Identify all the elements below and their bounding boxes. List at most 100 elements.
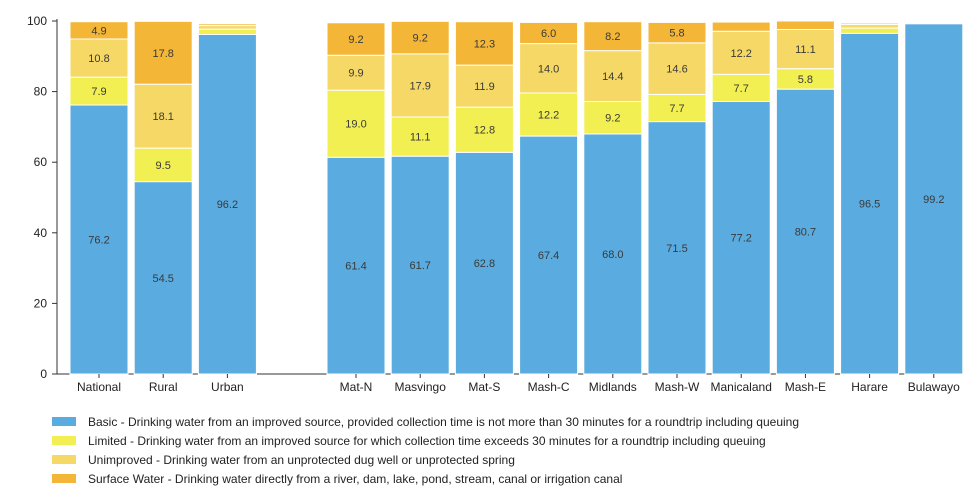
bar-value-label: 12.2 [730, 48, 751, 60]
bar-value-label: 11.9 [474, 81, 495, 93]
legend: Basic - Drinking water from an improved … [52, 412, 952, 488]
bar-segment-2 [69, 76, 129, 106]
bar-value-label: 9.2 [413, 33, 428, 45]
bar-value-label: 5.8 [798, 74, 813, 86]
bar-segment-1 [583, 133, 643, 375]
legend-item: Basic - Drinking water from an improved … [52, 412, 952, 431]
bar-segment-3 [390, 53, 450, 118]
bar-value-label: 96.2 [217, 199, 238, 211]
x-tick-label: Rural [149, 380, 178, 394]
x-tick-label: Bulawayo [908, 380, 960, 394]
bar-segment-2 [840, 27, 900, 34]
bar-segment-1 [454, 151, 514, 375]
bar-segment-1 [904, 23, 964, 375]
bar-value-label: 14.0 [538, 63, 559, 75]
bar-value-label: 96.5 [859, 199, 880, 211]
bar-segment-4 [454, 21, 514, 66]
bar-segment-3 [454, 64, 514, 108]
bar-segment-1 [390, 155, 450, 375]
x-tick-label: Mash-W [655, 380, 700, 394]
x-tick-label: Urban [211, 380, 244, 394]
x-tick-label: Mash-E [785, 380, 826, 394]
bar-segment-1 [197, 33, 257, 375]
bar-value-label: 7.9 [91, 86, 106, 98]
bar-value-label: 61.4 [345, 261, 366, 273]
bar-value-label: 7.7 [734, 83, 749, 95]
legend-swatch [52, 417, 76, 426]
bar-value-label: 18.1 [152, 111, 173, 123]
y-tick-label: 80 [34, 85, 48, 99]
bar-value-label: 9.2 [348, 34, 363, 46]
bar-segment-4 [133, 20, 193, 85]
bar-value-label: 14.6 [666, 64, 687, 76]
bar-value-label: 71.5 [666, 243, 687, 255]
bar-value-label: 99.2 [923, 194, 944, 206]
bar-segment-1 [711, 100, 771, 375]
x-tick-label: Manicaland [711, 380, 772, 394]
bar-segment-4 [326, 22, 386, 56]
bar-value-label: 5.8 [669, 28, 684, 40]
bar-value-label: 77.2 [730, 233, 751, 245]
legend-item: Surface Water - Drinking water directly … [52, 469, 952, 488]
bar-value-label: 12.3 [474, 38, 495, 50]
bar-value-label: 19.0 [345, 119, 366, 131]
bar-segment-3 [326, 54, 386, 91]
bar-value-label: 11.1 [795, 44, 816, 56]
bar-segment-3 [519, 43, 579, 94]
bar-segment-4 [840, 22, 900, 26]
bar-value-label: 9.9 [348, 68, 363, 80]
legend-swatch [52, 436, 76, 445]
legend-label: Surface Water - Drinking water directly … [88, 471, 623, 486]
bar-segment-2 [133, 147, 193, 183]
bar-value-label: 11.1 [410, 132, 431, 144]
bar-segment-2 [583, 100, 643, 135]
bar-segment-4 [775, 20, 835, 30]
y-tick-label: 0 [40, 367, 47, 381]
bar-segment-4 [197, 23, 257, 27]
bar-value-label: 68.0 [602, 249, 623, 261]
bar-segment-2 [519, 92, 579, 137]
bar-value-label: 12.8 [474, 125, 495, 137]
bar-value-label: 67.4 [538, 250, 559, 262]
bar-segment-2 [390, 116, 450, 157]
chart-canvas: 0 20 40 60 80 100 76.2 7.9 10.8 4.9 National 54.5 9.… [27, 14, 964, 394]
bar-value-label: 9.5 [156, 160, 171, 172]
bar-value-label: 54.5 [152, 273, 173, 285]
bar-value-label: 61.7 [409, 260, 430, 272]
bar-segment-3 [775, 28, 835, 70]
bar-segment-4 [647, 21, 707, 44]
y-tick-label: 20 [34, 296, 48, 310]
bar-segment-2 [197, 28, 257, 35]
bar-value-label: 9.2 [605, 113, 620, 125]
bar-segment-3 [69, 38, 129, 78]
legend-label: Unimproved - Drinking water from an unpr… [88, 452, 515, 467]
legend-item: Limited - Drinking water from an improve… [52, 431, 952, 450]
x-tick-label: Mat-N [340, 380, 373, 394]
x-tick-label: National [77, 380, 121, 394]
bar-segment-4 [390, 20, 450, 55]
bar-segment-1 [326, 156, 386, 375]
x-tick-label: Midlands [589, 380, 637, 394]
bar-segment-4 [711, 21, 771, 32]
y-tick-label: 40 [34, 226, 48, 240]
bar-value-label: 62.8 [474, 258, 495, 270]
legend-item: Unimproved - Drinking water from an unpr… [52, 450, 952, 469]
bar-value-label: 76.2 [88, 235, 109, 247]
bar-value-label: 17.8 [152, 48, 173, 60]
bar-segment-4 [69, 21, 129, 40]
bar-segment-1 [647, 121, 707, 375]
y-tick-label: 100 [27, 14, 47, 28]
x-tick-label: Mat-S [468, 380, 500, 394]
legend-swatch [52, 474, 76, 483]
bar-value-label: 8.2 [605, 31, 620, 43]
x-tick-label: Masvingo [395, 380, 447, 394]
bar-value-label: 14.4 [602, 71, 623, 83]
bar-value-label: 12.2 [538, 110, 559, 122]
bar-segment-1 [69, 104, 129, 375]
legend-swatch [52, 455, 76, 464]
bar-segment-3 [133, 83, 193, 149]
x-tick-label: Mash-C [528, 380, 570, 394]
bar-value-label: 10.8 [88, 53, 109, 65]
bar-value-label: 80.7 [795, 227, 816, 239]
